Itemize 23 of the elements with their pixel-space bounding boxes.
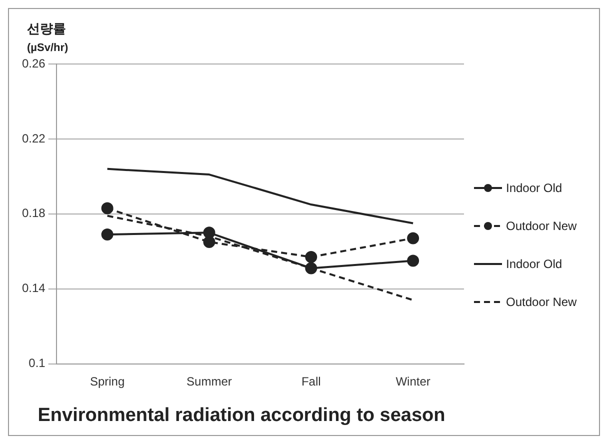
legend-label: Outdoor New — [506, 295, 577, 309]
legend-label: Indoor Old — [506, 181, 562, 195]
y-tick-label: 0.26 — [22, 56, 46, 70]
point — [101, 228, 114, 241]
y-tick-label: 0.14 — [22, 281, 46, 296]
x-tick-label: Winter — [396, 374, 430, 388]
point — [203, 226, 216, 239]
y-tick-label: 0.18 — [22, 206, 46, 220]
legend-label: Outdoor New — [506, 219, 577, 233]
x-tick-label: Summer — [186, 374, 232, 388]
y-tick-label: 0.22 — [22, 131, 46, 146]
x-tick-label: Spring — [90, 374, 125, 388]
y-axis-title: 선량률 (µSv/hr) — [27, 21, 69, 54]
legend-label: Indoor Old — [506, 257, 562, 271]
x-tick-label: Fall — [301, 374, 321, 388]
point — [407, 232, 420, 244]
point — [101, 202, 114, 214]
point — [305, 262, 318, 274]
y-tick-label: 0.1 — [28, 356, 46, 370]
text: Environmental radiation according to season — [38, 404, 446, 426]
point — [305, 250, 318, 263]
point — [203, 236, 216, 248]
point — [407, 254, 420, 267]
